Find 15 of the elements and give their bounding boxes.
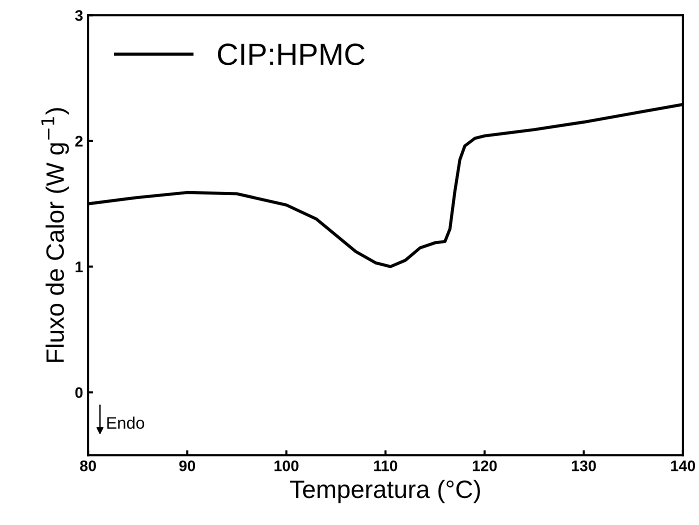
x-tick-label: 130 — [572, 460, 596, 472]
y-tick-label: 1 — [76, 262, 83, 272]
x-tick-label: 110 — [374, 460, 398, 472]
y-tick-label: 2 — [75, 136, 83, 146]
x-tick-label: 120 — [472, 460, 497, 472]
legend-label: CIP:HPMC — [218, 44, 365, 66]
x-tick-label: 80 — [80, 460, 96, 472]
x-tick-label: 90 — [179, 460, 196, 472]
y-tick-label: 0 — [75, 387, 83, 398]
x-tick-label: 100 — [274, 460, 298, 472]
annotation: Endo — [107, 416, 144, 429]
y-tick-label: 3 — [75, 10, 83, 21]
x-tick-label: 140 — [671, 460, 696, 472]
y-axis-title: Fluxo de Calor (W g$^{−1}$) — [41, 108, 69, 362]
x-axis-title: Temperatura (°C) — [290, 480, 480, 504]
